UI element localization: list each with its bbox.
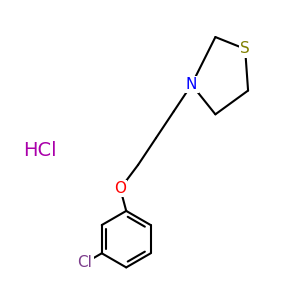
- Text: N: N: [186, 77, 197, 92]
- Text: Cl: Cl: [78, 255, 92, 270]
- Text: O: O: [114, 181, 126, 196]
- Text: S: S: [240, 41, 250, 56]
- Text: HCl: HCl: [23, 140, 57, 160]
